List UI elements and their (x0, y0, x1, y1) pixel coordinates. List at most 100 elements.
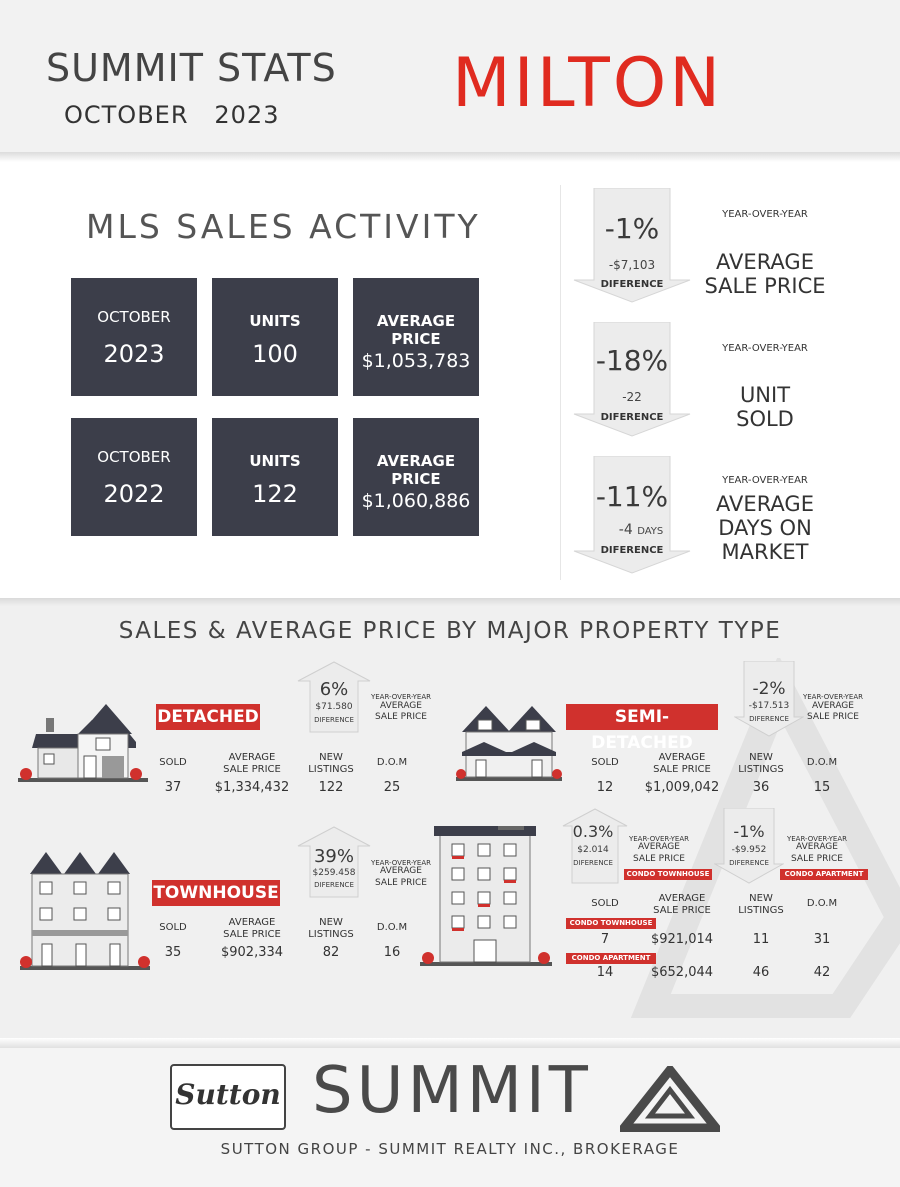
yoy-pct: -11% (595, 480, 669, 513)
semi-avg-label-2: SALE PRICE (653, 764, 711, 775)
townhouse-yoy-m2: SALE PRICE (375, 878, 427, 888)
condo-town-yoy-diff: $2.014 (577, 845, 609, 855)
townhouse-yoy-m1: AVERAGE (380, 866, 422, 876)
down-arrow-icon (714, 808, 784, 884)
condo-town-yoy-m1: AVERAGE (638, 842, 680, 852)
townhouse-sold-value: 35 (164, 945, 182, 960)
detached-house-icon (18, 704, 148, 782)
condo-apt-yoy-pct: -1% (733, 822, 765, 841)
yoy-metric-line3: MARKET (721, 540, 809, 564)
tile-price-label: AVERAGE PRICE (376, 312, 456, 348)
semi-dom-label: D.O.M (806, 757, 838, 768)
section-divider (560, 185, 561, 580)
tile-price-2023: AVERAGE PRICE $1,053,783 (353, 278, 479, 396)
townhouse-icon (20, 852, 150, 970)
yoy-tag: YEAR-OVER-YEAR (722, 475, 808, 486)
tile-units-2023: UNITS 100 (212, 278, 338, 396)
tile-units-label: UNITS (249, 452, 301, 470)
down-arrow-icon (573, 456, 691, 574)
mls-title: MLS SALES ACTIVITY (86, 207, 481, 246)
header-shadow (0, 152, 900, 162)
townhouse-price-value: $902,334 (220, 945, 284, 960)
yoy-tag: YEAR-OVER-YEAR (722, 343, 808, 354)
condo-town-listings-value: 11 (752, 932, 770, 947)
summit-wordmark: SUMMIT (312, 1054, 592, 1128)
detached-sold-value: 37 (164, 780, 182, 795)
property-title: SALES & AVERAGE PRICE BY MAJOR PROPERTY … (118, 618, 782, 644)
period-label: OCTOBER 2023 (64, 101, 280, 129)
townhouse-yoy-tag: YEAR-OVER-YEAR (370, 859, 431, 867)
brand-title: SUMMIT STATS (46, 46, 337, 90)
condo-sold-label: SOLD (591, 898, 619, 909)
tile-units-label: UNITS (249, 312, 301, 330)
footer-band: Sutton SUMMIT SUTTON GROUP - SUMMIT REAL… (0, 1048, 900, 1187)
band-top-shadow (0, 598, 900, 606)
yoy-card-units: -18% -22 DIFERENCE (572, 322, 692, 437)
detached-sold-label: SOLD (159, 757, 187, 768)
condo-dom-label: D.O.M (806, 898, 838, 909)
townhouse-sold-label: SOLD (159, 922, 187, 933)
detached-yoy-m1: AVERAGE (380, 701, 422, 711)
tile-year-value: 2023 (103, 340, 165, 368)
condo-building-icon (420, 826, 552, 966)
condo-new-label-1: NEW (749, 893, 773, 904)
condo-town-sold-value: 7 (600, 932, 610, 947)
condo-apt-yoy-badge: CONDO APARTMENT (780, 869, 868, 880)
condo-town-yoy-card: 0.3% $2.014 DIFERENCE (562, 808, 628, 884)
detached-dom-value: 25 (383, 780, 401, 795)
semi-new-label-2: LISTINGS (738, 764, 784, 775)
yoy-metric-line1: UNIT (739, 383, 791, 407)
tile-price-label: AVERAGE PRICE (376, 452, 456, 488)
townhouse-badge: TOWNHOUSE (152, 880, 280, 906)
condo-apt-yoy-diff-label: DIFERENCE (729, 859, 769, 867)
semi-listings-value: 36 (752, 780, 770, 795)
up-arrow-icon (297, 826, 371, 898)
yoy-diff-row: -4 DAYS (572, 522, 692, 538)
down-arrow-icon (573, 188, 691, 303)
tile-units-2022: UNITS 122 (212, 418, 338, 536)
tile-year-value: 2022 (103, 480, 165, 508)
detached-price-value: $1,334,432 (214, 780, 290, 795)
semi-detached-house-icon (456, 706, 562, 781)
condo-town-yoy-tag: YEAR-OVER-YEAR (628, 835, 689, 843)
townhouse-new-label-1: NEW (319, 917, 343, 928)
townhouse-avg-label-1: AVERAGE (228, 917, 276, 928)
yoy-card-dom: -11% -4 DAYS DIFERENCE (572, 456, 692, 574)
semi-avg-label-1: AVERAGE (658, 752, 706, 763)
townhouse-yoy-diff: $259.458 (312, 868, 356, 878)
yoy-metric-line2: DAYS ON (718, 516, 812, 540)
townhouse-new-label-2: LISTINGS (308, 929, 354, 940)
condo-town-yoy-m2: SALE PRICE (633, 854, 685, 864)
condo-apt-yoy-diff: -$9.952 (731, 845, 767, 855)
down-arrow-icon (734, 661, 804, 737)
yoy-metric-line1: AVERAGE (716, 250, 814, 274)
detached-dom-label: D.O.M (376, 757, 408, 768)
condo-apt-row-badge: CONDO APARTMENT (566, 953, 656, 964)
yoy-pct: -1% (604, 212, 660, 245)
townhouse-yoy-pct: 39% (313, 846, 354, 867)
townhouse-dom-value: 16 (383, 945, 401, 960)
detached-yoy-m2: SALE PRICE (375, 712, 427, 722)
condo-town-yoy-badge: CONDO TOWNHOUSE (624, 869, 712, 880)
tile-month-2023: OCTOBER 2023 (71, 278, 197, 396)
condo-new-label-2: LISTINGS (738, 905, 784, 916)
tile-price-2022: AVERAGE PRICE $1,060,886 (353, 418, 479, 536)
brokerage-line: SUTTON GROUP - SUMMIT REALTY INC., BROKE… (220, 1140, 680, 1158)
condo-apt-yoy-m1: AVERAGE (796, 842, 838, 852)
up-arrow-icon (562, 808, 628, 884)
condo-apt-sold-value: 14 (596, 965, 614, 980)
condo-apt-listings-value: 46 (752, 965, 770, 980)
tile-month-2022: OCTOBER 2022 (71, 418, 197, 536)
footer-shadow (0, 1038, 900, 1048)
yoy-card-price: -1% -$7,103 DIFERENCE (572, 188, 692, 303)
city-title: MILTON (452, 44, 724, 123)
semi-new-label-1: NEW (749, 752, 773, 763)
condo-apt-price-value: $652,044 (650, 965, 714, 980)
semi-yoy-tag: YEAR-OVER-YEAR (802, 693, 863, 701)
yoy-diff: -$7,103 (608, 258, 656, 272)
yoy-diff: -22 (622, 390, 642, 404)
condo-apt-yoy-tag: YEAR-OVER-YEAR (786, 835, 847, 843)
yoy-metric-line1: AVERAGE (716, 492, 814, 516)
condo-town-yoy-pct: 0.3% (572, 822, 614, 841)
semi-dom-value: 15 (813, 780, 831, 795)
